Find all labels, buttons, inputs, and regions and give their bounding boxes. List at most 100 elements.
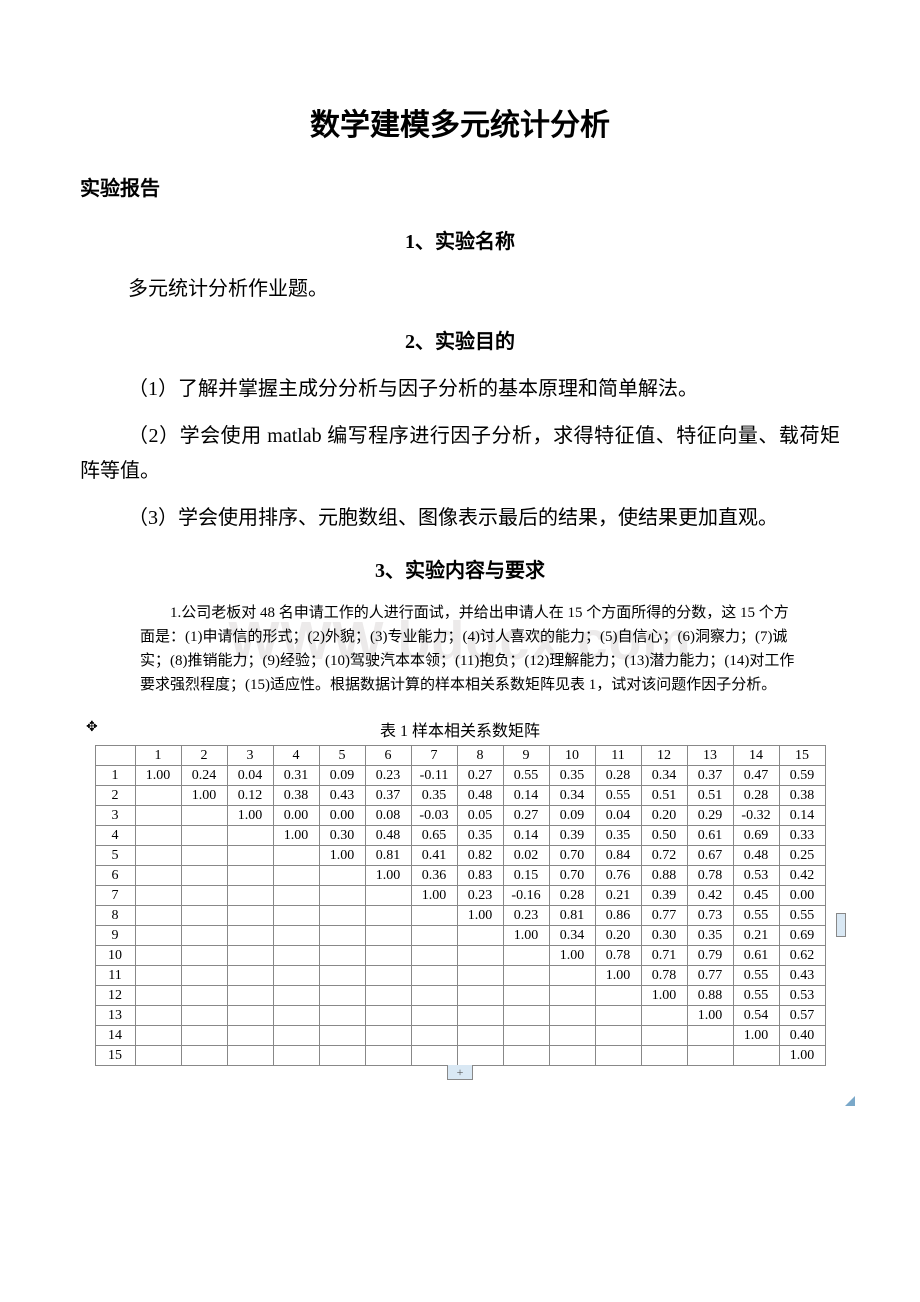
table-cell [135,986,181,1006]
table-cell [365,946,411,966]
report-subtitle: 实验报告 [80,172,840,201]
table-cell [595,1006,641,1026]
table-cell [549,1046,595,1066]
table-cell [457,986,503,1006]
table-cell: 0.23 [503,906,549,926]
table-col-header: 5 [319,746,365,766]
table-row-header: 4 [95,826,135,846]
table-cell: 0.78 [687,866,733,886]
table-row-header: 13 [95,1006,135,1026]
table-cell: 0.08 [365,806,411,826]
table-col-header: 13 [687,746,733,766]
table-cell: 0.34 [549,926,595,946]
table-cell: 1.00 [135,766,181,786]
table-row: 131.000.540.57 [95,1006,825,1026]
table-cell [365,1046,411,1066]
table-cell: 0.04 [227,766,273,786]
table-cell: 0.76 [595,866,641,886]
table-cell: 1.00 [411,886,457,906]
table-cell [181,1026,227,1046]
table-cell [227,1026,273,1046]
table-cell: 0.21 [595,886,641,906]
table-cell: 0.12 [227,786,273,806]
table-cell: 0.28 [549,886,595,906]
table-col-header: 4 [273,746,319,766]
table-cell [181,926,227,946]
table-cell [135,826,181,846]
table-cell [549,1026,595,1046]
table-cell: 0.69 [733,826,779,846]
table-cell [411,986,457,1006]
table-cell [503,966,549,986]
table-row-header: 11 [95,966,135,986]
table-cell [181,886,227,906]
table-cell: 0.40 [779,1026,825,1046]
table-cell: 0.23 [457,886,503,906]
table-add-row-icon[interactable]: + [447,1065,473,1080]
table-cell [319,986,365,1006]
table-cell [503,986,549,1006]
section-2-item-1: （2）学会使用 matlab 编写程序进行因子分析，求得特征值、特征向量、载荷矩… [80,419,840,489]
table-cell: 0.30 [319,826,365,846]
table-cell: 1.00 [641,986,687,1006]
table-cell [319,886,365,906]
table-cell [365,1006,411,1026]
table-cell [319,966,365,986]
section-1-heading: 1、实验名称 [80,225,840,254]
table-cell: -0.11 [411,766,457,786]
table-cell [273,1026,319,1046]
table-cell [365,906,411,926]
table-cell [135,1026,181,1046]
table-cell [181,1046,227,1066]
table-cell: 0.82 [457,846,503,866]
table-cell: 0.54 [733,1006,779,1026]
table-cell [227,886,273,906]
table-cell: 0.29 [687,806,733,826]
table-cell: 0.36 [411,866,457,886]
table-cell: 1.00 [319,846,365,866]
table-cell: 0.37 [687,766,733,786]
table-row: 11.000.240.040.310.090.23-0.110.270.550.… [95,766,825,786]
table-col-header: 12 [641,746,687,766]
table-cell [319,866,365,886]
table-cell: 0.15 [503,866,549,886]
table-cell [227,1046,273,1066]
table-cell [457,1006,503,1026]
problem-text: 1.公司老板对 48 名申请工作的人进行面试，并给出申请人在 15 个方面所得的… [140,601,800,697]
table-cell: 0.35 [595,826,641,846]
table-cell [595,1046,641,1066]
table-cell: 0.05 [457,806,503,826]
table-cell [411,906,457,926]
table-cell [135,786,181,806]
table-cell: 0.78 [641,966,687,986]
table-cell [687,1026,733,1046]
table-cell [135,886,181,906]
table-cell [319,906,365,926]
table-cell [181,866,227,886]
table-cell: 0.72 [641,846,687,866]
table-cell: 0.33 [779,826,825,846]
table-cell: 0.48 [457,786,503,806]
table-cell [503,1026,549,1046]
table-cell: 0.27 [457,766,503,786]
table-cell: 0.28 [733,786,779,806]
table-resize-corner-icon[interactable] [845,1096,855,1106]
table-cell [135,846,181,866]
table-side-handle-icon[interactable] [836,913,846,937]
table-cell [227,926,273,946]
table-col-header: 9 [503,746,549,766]
table-cell [457,926,503,946]
section-2-item-2: （3）学会使用排序、元胞数组、图像表示最后的结果，使结果更加直观。 [80,501,840,536]
table-cell: 0.55 [503,766,549,786]
table-cell [319,1026,365,1046]
table-cell: 0.00 [273,806,319,826]
table-col-header: 15 [779,746,825,766]
table-cell: 0.09 [549,806,595,826]
problem-statement: 1.公司老板对 48 名申请工作的人进行面试，并给出申请人在 15 个方面所得的… [140,601,800,697]
table-cell [595,1026,641,1046]
table-cell: -0.16 [503,886,549,906]
table-cell [365,1026,411,1046]
table-cell [135,906,181,926]
table-col-header: 2 [181,746,227,766]
table-cell: 0.61 [733,946,779,966]
